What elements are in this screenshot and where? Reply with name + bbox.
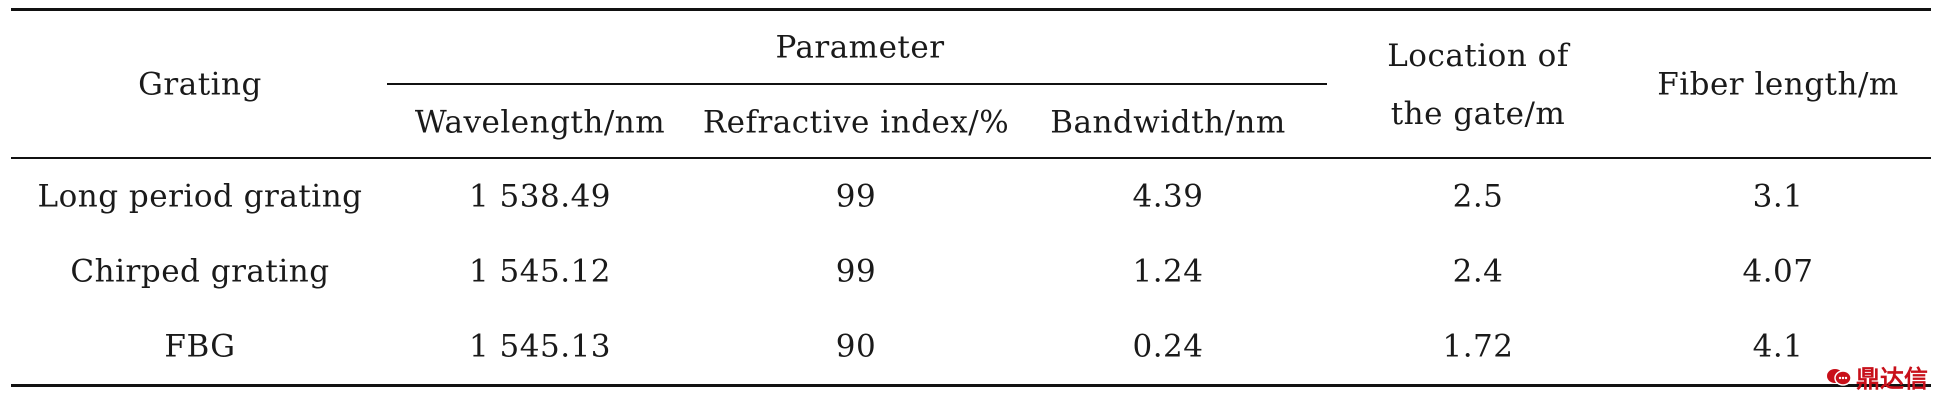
parameter-underline bbox=[387, 83, 1327, 85]
bottom-rule bbox=[11, 384, 1931, 387]
row-1-bandwidth: 4.39 bbox=[1132, 178, 1204, 215]
header-location: Location of the gate/m bbox=[1387, 38, 1569, 132]
chat-bubbles-icon bbox=[1827, 368, 1852, 386]
header-fiber-length: Fiber length/m bbox=[1657, 66, 1899, 103]
row-3-grating: FBG bbox=[164, 328, 236, 365]
watermark-text: 鼎达信 bbox=[1856, 365, 1928, 393]
header-parameter: Parameter bbox=[775, 29, 945, 66]
top-rule bbox=[11, 8, 1931, 11]
row-1-grating: Long period grating bbox=[37, 178, 363, 215]
row-2-wavelength: 1 545.12 bbox=[468, 253, 612, 290]
row-1-location: 2.5 bbox=[1452, 178, 1504, 215]
row-2-fiber-length: 4.07 bbox=[1742, 253, 1814, 290]
header-wavelength: Wavelength/nm bbox=[414, 104, 666, 141]
row-3-wavelength: 1 545.13 bbox=[468, 328, 612, 365]
header-bandwidth: Bandwidth/nm bbox=[1050, 104, 1286, 141]
row-1-fiber-length: 3.1 bbox=[1752, 178, 1804, 215]
row-2-bandwidth: 1.24 bbox=[1132, 253, 1204, 290]
row-2-grating: Chirped grating bbox=[70, 253, 330, 290]
row-3-bandwidth: 0.24 bbox=[1132, 328, 1204, 365]
watermark: 鼎达信 bbox=[1826, 359, 1928, 394]
row-3-refractive-index: 90 bbox=[835, 328, 877, 365]
header-grating: Grating bbox=[138, 66, 262, 103]
row-2-location: 2.4 bbox=[1452, 253, 1504, 290]
header-refractive-index: Refractive index/% bbox=[702, 104, 1010, 141]
header-rule bbox=[11, 157, 1931, 159]
row-1-refractive-index: 99 bbox=[835, 178, 877, 215]
row-3-location: 1.72 bbox=[1442, 328, 1514, 365]
row-1-wavelength: 1 538.49 bbox=[468, 178, 612, 215]
row-3-fiber-length: 4.1 bbox=[1752, 328, 1804, 365]
row-2-refractive-index: 99 bbox=[835, 253, 877, 290]
